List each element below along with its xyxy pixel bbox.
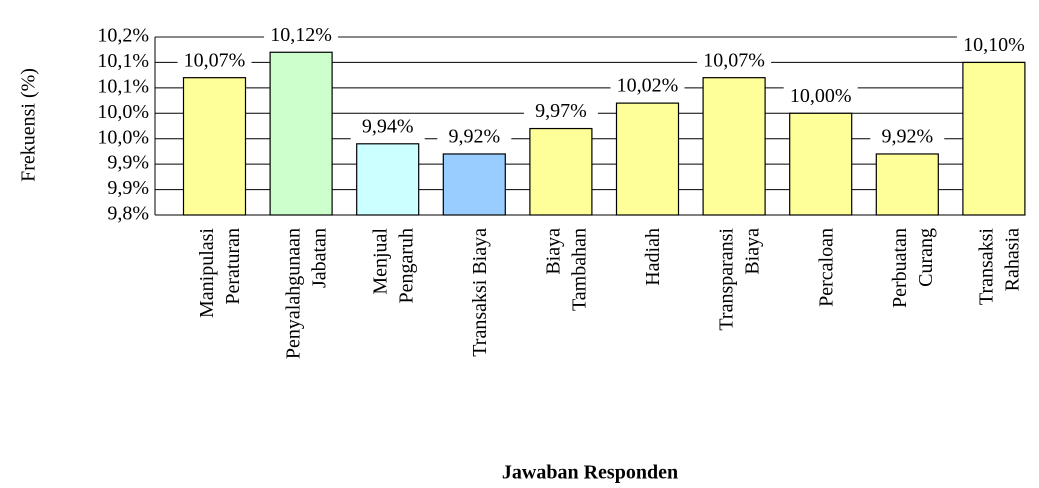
- x-tick-label: Curang: [915, 228, 937, 287]
- y-tick-label: 10,1%: [97, 75, 149, 97]
- x-tick-label: Tambahan: [568, 228, 590, 311]
- bar: [615, 102, 680, 216]
- x-tick-label: Transaksi Biaya: [469, 228, 491, 357]
- x-tick-label: Percaloan: [815, 228, 837, 307]
- label-bg: [177, 49, 252, 74]
- x-tick-label: Perbuatan: [889, 228, 911, 308]
- x-tick-label: Peraturan: [222, 228, 244, 305]
- y-tick-label: 10,2%: [97, 25, 149, 47]
- bar: [529, 127, 593, 216]
- x-tick-label: Manipulasi: [196, 228, 218, 318]
- y-tick-label: 9,9%: [107, 177, 149, 199]
- value-label: 10,12%: [270, 24, 332, 46]
- label-bg: [783, 85, 858, 110]
- bar: [182, 77, 247, 216]
- value-label: 9,92%: [881, 126, 933, 148]
- x-tick-label: Jabatan: [309, 228, 331, 288]
- label-bg: [264, 24, 339, 49]
- value-label: 9,94%: [362, 115, 414, 137]
- label-bg: [697, 49, 772, 74]
- x-tick-label: Menjual: [369, 228, 391, 295]
- y-tick-label: 9,8%: [107, 203, 149, 225]
- label-bg: [350, 115, 425, 140]
- bar: [702, 77, 766, 216]
- label-bg: [956, 34, 1031, 59]
- value-label: 10,07%: [703, 49, 765, 71]
- bar: [442, 153, 506, 216]
- y-tick-label: 9,9%: [107, 152, 149, 174]
- y-tick-label: 10,1%: [97, 50, 149, 72]
- x-tick-label: Penyalahgunaan: [283, 228, 305, 359]
- value-label: 10,00%: [790, 85, 852, 107]
- y-tick-label: 10,0%: [97, 101, 149, 123]
- x-axis-title: Jawaban Responden: [502, 462, 678, 484]
- label-bg: [610, 75, 685, 100]
- label-bg: [523, 100, 598, 125]
- label-bg: [870, 125, 945, 150]
- x-tick-label: Transparansi: [716, 228, 738, 331]
- x-tick-label: Rahasia: [1001, 228, 1023, 291]
- bar: [875, 153, 939, 216]
- value-label: 9,97%: [535, 100, 587, 122]
- value-label: 10,07%: [184, 49, 246, 71]
- x-tick-label: Hadiah: [642, 228, 664, 286]
- x-tick-label: Biaya: [542, 228, 564, 275]
- x-tick-label: Pengaruh: [395, 228, 417, 304]
- y-tick-label: 10,0%: [97, 126, 149, 148]
- x-tick-label: Transaksi: [975, 228, 997, 305]
- y-axis-title: Frekuensi (%): [18, 68, 40, 182]
- value-label: 10,10%: [963, 34, 1025, 56]
- bar: [962, 61, 1026, 216]
- bar: [789, 112, 853, 216]
- value-label: 9,92%: [448, 126, 500, 148]
- bar: [269, 51, 333, 216]
- value-label: 10,02%: [617, 75, 679, 97]
- bar: [356, 143, 420, 216]
- x-tick-label: Biaya: [742, 228, 764, 275]
- label-bg: [437, 125, 512, 150]
